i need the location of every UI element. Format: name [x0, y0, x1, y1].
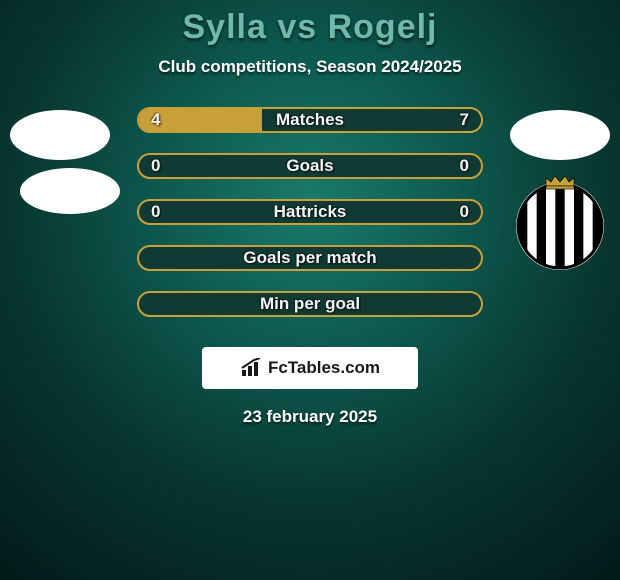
stat-row: 0 0 Hattricks [0, 199, 620, 245]
stat-row: Min per goal [0, 291, 620, 337]
stat-bar: 4 7 Matches [137, 107, 483, 133]
stat-label: Min per goal [260, 294, 360, 314]
stat-bar: Goals per match [137, 245, 483, 271]
content: Sylla vs Rogelj Club competitions, Seaso… [0, 0, 620, 427]
stat-label: Goals per match [243, 248, 376, 268]
stat-row: 0 0 Goals [0, 153, 620, 199]
stat-value-right: 7 [460, 110, 469, 130]
stat-value-left: 4 [151, 110, 160, 130]
stat-value-right: 0 [460, 156, 469, 176]
stat-row: 4 7 Matches [0, 107, 620, 153]
footer-logo-text: FcTables.com [268, 358, 380, 378]
stat-bar: 0 0 Goals [137, 153, 483, 179]
subtitle: Club competitions, Season 2024/2025 [0, 57, 620, 77]
stat-label: Matches [276, 110, 344, 130]
stat-rows: 4 7 Matches 0 0 Goals 0 0 Hattricks Goals per mat… [0, 107, 620, 337]
stat-label: Hattricks [274, 202, 347, 222]
stat-label: Goals [286, 156, 333, 176]
stat-value-left: 0 [151, 156, 160, 176]
stats-card: Sylla vs Rogelj Club competitions, Seaso… [0, 0, 620, 580]
stat-value-right: 0 [460, 202, 469, 222]
stat-bar: 0 0 Hattricks [137, 199, 483, 225]
date: 23 february 2025 [0, 407, 620, 427]
stat-bar: Min per goal [137, 291, 483, 317]
stat-row: Goals per match [0, 245, 620, 291]
page-title: Sylla vs Rogelj [0, 8, 620, 47]
fctables-logo: FcTables.com [240, 358, 380, 378]
chart-icon [240, 358, 264, 378]
footer-logo-box: FcTables.com [202, 347, 418, 389]
stat-value-left: 0 [151, 202, 160, 222]
